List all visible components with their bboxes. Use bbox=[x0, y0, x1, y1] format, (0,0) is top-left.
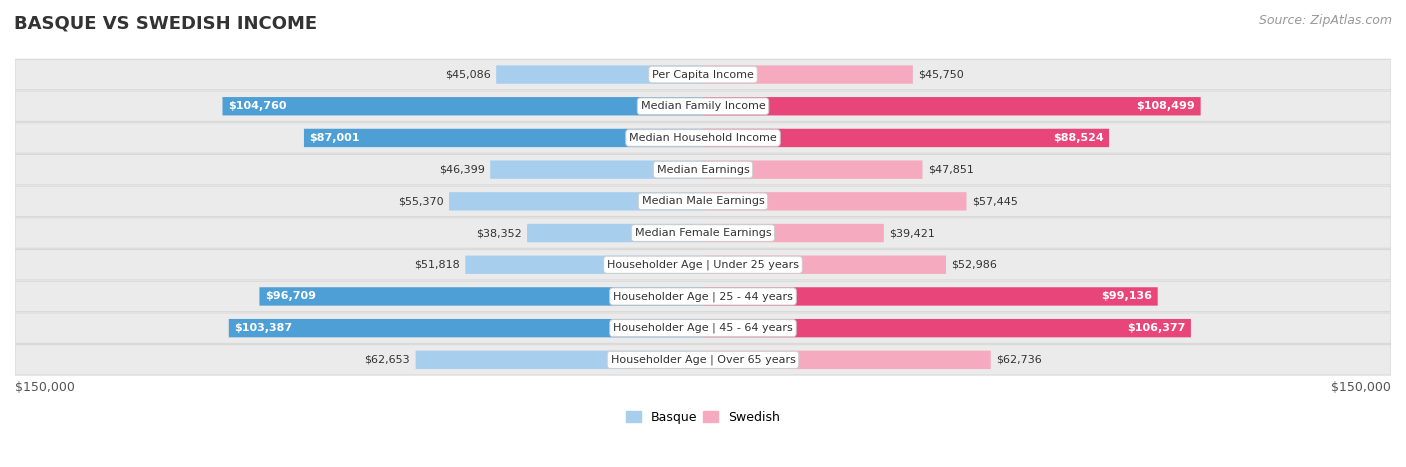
FancyBboxPatch shape bbox=[260, 287, 703, 305]
Text: $62,736: $62,736 bbox=[997, 355, 1042, 365]
Legend: Basque, Swedish: Basque, Swedish bbox=[620, 405, 786, 429]
Text: $150,000: $150,000 bbox=[15, 382, 75, 395]
FancyBboxPatch shape bbox=[15, 155, 1391, 185]
Text: $87,001: $87,001 bbox=[309, 133, 360, 143]
FancyBboxPatch shape bbox=[527, 224, 703, 242]
Text: Source: ZipAtlas.com: Source: ZipAtlas.com bbox=[1258, 14, 1392, 27]
FancyBboxPatch shape bbox=[496, 65, 703, 84]
Text: Median Earnings: Median Earnings bbox=[657, 165, 749, 175]
Text: Householder Age | Over 65 years: Householder Age | Over 65 years bbox=[610, 354, 796, 365]
Text: $106,377: $106,377 bbox=[1128, 323, 1185, 333]
Text: $57,445: $57,445 bbox=[972, 196, 1018, 206]
FancyBboxPatch shape bbox=[229, 319, 703, 337]
Text: $150,000: $150,000 bbox=[1331, 382, 1391, 395]
Text: $52,986: $52,986 bbox=[952, 260, 997, 270]
Text: $45,750: $45,750 bbox=[918, 70, 965, 79]
FancyBboxPatch shape bbox=[15, 59, 1391, 90]
FancyBboxPatch shape bbox=[304, 129, 703, 147]
FancyBboxPatch shape bbox=[703, 129, 1109, 147]
Text: $51,818: $51,818 bbox=[415, 260, 460, 270]
FancyBboxPatch shape bbox=[416, 351, 703, 369]
FancyBboxPatch shape bbox=[703, 97, 1201, 115]
FancyBboxPatch shape bbox=[15, 249, 1391, 280]
Text: $62,653: $62,653 bbox=[364, 355, 411, 365]
FancyBboxPatch shape bbox=[15, 186, 1391, 217]
Text: $108,499: $108,499 bbox=[1136, 101, 1195, 111]
Text: Median Family Income: Median Family Income bbox=[641, 101, 765, 111]
FancyBboxPatch shape bbox=[465, 255, 703, 274]
Text: $47,851: $47,851 bbox=[928, 165, 974, 175]
Text: Median Household Income: Median Household Income bbox=[628, 133, 778, 143]
Text: Median Male Earnings: Median Male Earnings bbox=[641, 196, 765, 206]
FancyBboxPatch shape bbox=[222, 97, 703, 115]
FancyBboxPatch shape bbox=[491, 161, 703, 179]
Text: $46,399: $46,399 bbox=[439, 165, 485, 175]
Text: BASQUE VS SWEDISH INCOME: BASQUE VS SWEDISH INCOME bbox=[14, 14, 318, 32]
Text: $45,086: $45,086 bbox=[444, 70, 491, 79]
Text: Per Capita Income: Per Capita Income bbox=[652, 70, 754, 79]
FancyBboxPatch shape bbox=[703, 255, 946, 274]
FancyBboxPatch shape bbox=[703, 161, 922, 179]
FancyBboxPatch shape bbox=[703, 287, 1157, 305]
FancyBboxPatch shape bbox=[15, 91, 1391, 121]
Text: Householder Age | 25 - 44 years: Householder Age | 25 - 44 years bbox=[613, 291, 793, 302]
FancyBboxPatch shape bbox=[15, 281, 1391, 311]
FancyBboxPatch shape bbox=[15, 345, 1391, 375]
Text: $103,387: $103,387 bbox=[235, 323, 292, 333]
FancyBboxPatch shape bbox=[703, 192, 966, 211]
Text: Householder Age | 45 - 64 years: Householder Age | 45 - 64 years bbox=[613, 323, 793, 333]
Text: $38,352: $38,352 bbox=[475, 228, 522, 238]
FancyBboxPatch shape bbox=[449, 192, 703, 211]
FancyBboxPatch shape bbox=[15, 218, 1391, 248]
Text: $55,370: $55,370 bbox=[398, 196, 443, 206]
Text: $104,760: $104,760 bbox=[228, 101, 287, 111]
Text: $99,136: $99,136 bbox=[1101, 291, 1152, 301]
FancyBboxPatch shape bbox=[703, 319, 1191, 337]
Text: $39,421: $39,421 bbox=[890, 228, 935, 238]
FancyBboxPatch shape bbox=[15, 313, 1391, 343]
Text: $96,709: $96,709 bbox=[264, 291, 316, 301]
FancyBboxPatch shape bbox=[703, 351, 991, 369]
Text: $88,524: $88,524 bbox=[1053, 133, 1104, 143]
FancyBboxPatch shape bbox=[703, 224, 884, 242]
FancyBboxPatch shape bbox=[15, 123, 1391, 153]
Text: Median Female Earnings: Median Female Earnings bbox=[634, 228, 772, 238]
FancyBboxPatch shape bbox=[703, 65, 912, 84]
Text: Householder Age | Under 25 years: Householder Age | Under 25 years bbox=[607, 260, 799, 270]
